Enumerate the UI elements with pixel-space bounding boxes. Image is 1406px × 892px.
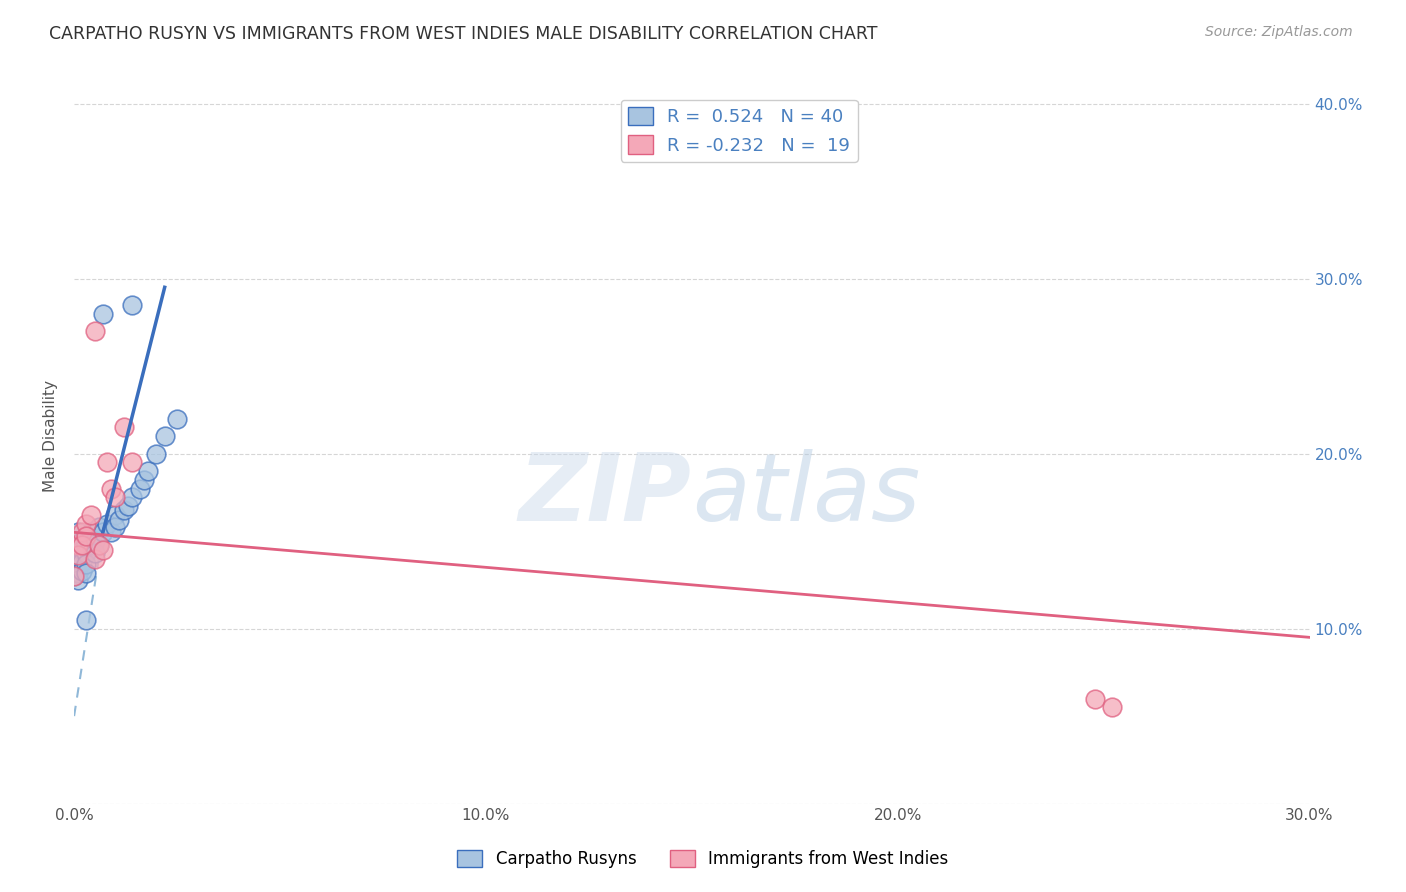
Point <box>91 525 114 540</box>
Point <box>91 307 114 321</box>
Legend: Carpatho Rusyns, Immigrants from West Indies: Carpatho Rusyns, Immigrants from West In… <box>451 843 955 875</box>
Point <box>112 502 135 516</box>
Point <box>67 566 90 580</box>
Point <box>153 429 176 443</box>
Legend: R =  0.524   N = 40, R = -0.232   N =  19: R = 0.524 N = 40, R = -0.232 N = 19 <box>620 100 858 161</box>
Point <box>72 538 94 552</box>
Point <box>108 513 131 527</box>
Point <box>112 420 135 434</box>
Point <box>75 566 97 580</box>
Point <box>100 482 122 496</box>
Point <box>104 508 127 522</box>
Point <box>67 525 90 540</box>
Point <box>145 446 167 460</box>
Point <box>96 516 118 531</box>
Point <box>75 613 97 627</box>
Point <box>75 538 97 552</box>
Point <box>100 525 122 540</box>
Point <box>83 546 105 560</box>
Point <box>121 298 143 312</box>
Point <box>83 324 105 338</box>
Point <box>117 499 139 513</box>
Point <box>75 557 97 571</box>
Point <box>67 538 90 552</box>
Point <box>83 534 105 549</box>
Point <box>87 538 110 552</box>
Point <box>121 455 143 469</box>
Point <box>75 529 97 543</box>
Point <box>83 551 105 566</box>
Point <box>63 551 86 566</box>
Point <box>75 546 97 560</box>
Point <box>129 482 152 496</box>
Point <box>72 525 94 540</box>
Point <box>91 542 114 557</box>
Point <box>63 569 86 583</box>
Point <box>166 411 188 425</box>
Point <box>136 464 159 478</box>
Point <box>87 538 110 552</box>
Text: ZIP: ZIP <box>519 449 692 541</box>
Point <box>132 473 155 487</box>
Point <box>96 455 118 469</box>
Point <box>87 520 110 534</box>
Point <box>67 548 90 562</box>
Point <box>79 538 101 552</box>
Text: Source: ZipAtlas.com: Source: ZipAtlas.com <box>1205 25 1353 39</box>
Text: atlas: atlas <box>692 450 920 541</box>
Point <box>72 564 94 578</box>
Point <box>67 538 90 552</box>
Point <box>75 516 97 531</box>
Point <box>72 555 94 569</box>
Point <box>72 534 94 549</box>
Point <box>67 548 90 562</box>
Point <box>1084 691 1107 706</box>
Point <box>1101 700 1123 714</box>
Point <box>104 491 127 505</box>
Point <box>79 508 101 522</box>
Text: CARPATHO RUSYN VS IMMIGRANTS FROM WEST INDIES MALE DISABILITY CORRELATION CHART: CARPATHO RUSYN VS IMMIGRANTS FROM WEST I… <box>49 25 877 43</box>
Point <box>72 542 94 557</box>
Point <box>67 555 90 569</box>
Point <box>121 491 143 505</box>
Point <box>104 520 127 534</box>
Point <box>79 525 101 540</box>
Point <box>67 573 90 587</box>
Y-axis label: Male Disability: Male Disability <box>44 380 58 492</box>
Point <box>63 569 86 583</box>
